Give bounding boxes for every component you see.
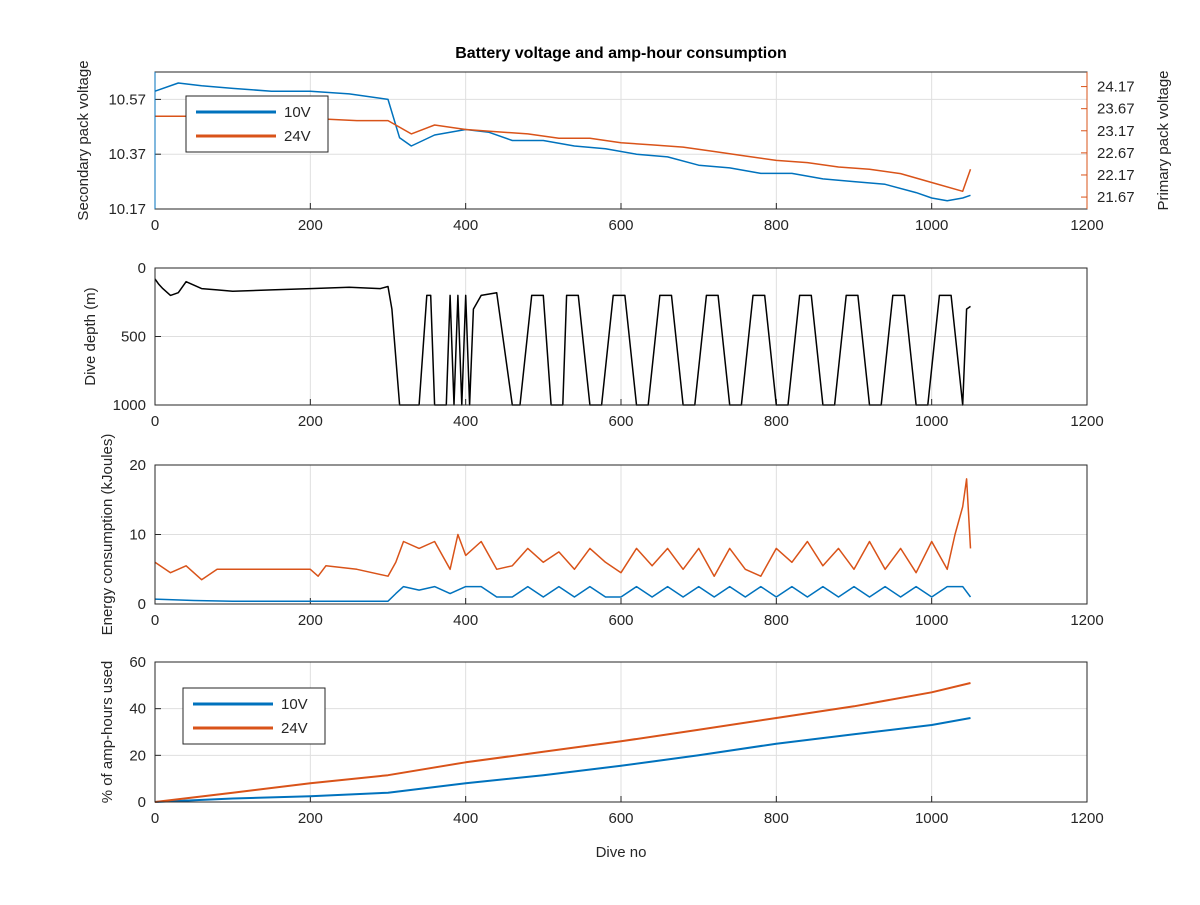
panels: 0 200 400 600 800 1000 120010.1710.3710.5721.6… bbox=[75, 60, 1172, 827]
y2-tick-label: 22.17 bbox=[1097, 167, 1135, 184]
x-tick-label: 400 bbox=[453, 217, 478, 234]
x-tick-label: 0 bbox=[151, 612, 159, 629]
y2-tick-label: 23.17 bbox=[1097, 123, 1135, 140]
x-tick-label: 600 bbox=[608, 217, 633, 234]
panel-amp-hours: 0 200 400 600 800 1000 1200 0 20 40 60 % of amp-hou… bbox=[99, 654, 1104, 827]
x-tick-label: 800 bbox=[764, 217, 789, 234]
y-tick-label: 0 bbox=[138, 596, 146, 613]
y-tick-label: 0 bbox=[138, 794, 146, 811]
y-axis-label: Dive depth (m) bbox=[82, 287, 99, 385]
axes-box bbox=[154, 267, 1088, 406]
y-axis-label: Secondary pack voltage bbox=[75, 60, 92, 220]
x-tick-label: 400 bbox=[453, 612, 478, 629]
x-tick-label: 1000 bbox=[915, 612, 948, 629]
y2-tick-label: 21.67 bbox=[1097, 189, 1135, 206]
y-tick-label: 10.37 bbox=[108, 146, 146, 163]
series-line-10V bbox=[154, 585, 972, 602]
series-line-depth bbox=[154, 278, 971, 406]
y-tick-label: 20 bbox=[129, 747, 146, 764]
x-tick-label: 1200 bbox=[1070, 217, 1103, 234]
x-tick-label: 800 bbox=[764, 810, 789, 827]
legend-label-10V: 10V bbox=[284, 104, 311, 121]
y-tick-label: 10 bbox=[129, 527, 146, 544]
y-axis-label: % of amp-hours used bbox=[99, 661, 116, 804]
x-tick-label: 1200 bbox=[1070, 810, 1103, 827]
y2-tick-label: 23.67 bbox=[1097, 101, 1135, 118]
x-tick-label: 1000 bbox=[915, 413, 948, 430]
y-tick-label: 500 bbox=[121, 329, 146, 346]
x-tick-label: 600 bbox=[608, 413, 633, 430]
x-tick-label: 0 bbox=[151, 217, 159, 234]
legend-label-24V: 24V bbox=[284, 128, 311, 145]
legend-label-10V: 10V bbox=[281, 696, 308, 713]
series-line-24V bbox=[154, 478, 972, 581]
x-tick-label: 0 bbox=[151, 413, 159, 430]
series-line-10V bbox=[154, 717, 971, 803]
series-line-10V bbox=[154, 82, 971, 202]
y-axis-label: Energy consumption (kJoules) bbox=[99, 434, 116, 636]
y-tick-label: 40 bbox=[129, 701, 146, 718]
y-tick-label: 1000 bbox=[113, 397, 146, 414]
panel-voltage: 0 200 400 600 800 1000 1200 10.17 10.37 10.57 21.6… bbox=[75, 60, 1172, 234]
y-tick-label: 0 bbox=[138, 260, 146, 277]
series-line-24V bbox=[155, 115, 972, 193]
y-tick-label: 10.57 bbox=[108, 91, 146, 108]
y2-tick-label: 22.67 bbox=[1097, 145, 1135, 162]
x-axis-label: Dive no bbox=[596, 844, 647, 861]
y-tick-label: 20 bbox=[129, 457, 146, 474]
x-tick-label: 400 bbox=[453, 413, 478, 430]
axes-box bbox=[154, 661, 1088, 803]
axes-box bbox=[154, 464, 1088, 605]
x-tick-label: 200 bbox=[298, 810, 323, 827]
x-tick-label: 1200 bbox=[1070, 612, 1103, 629]
series-line-24V bbox=[154, 682, 971, 803]
x-tick-label: 600 bbox=[608, 810, 633, 827]
y2-tick-label: 24.17 bbox=[1097, 79, 1135, 96]
panel-depth: 0 200 400 600 800 1000 1200 0 500 1000 Dive depth … bbox=[82, 260, 1104, 430]
x-tick-label: 800 bbox=[764, 413, 789, 430]
chart-title: Battery voltage and amp-hour consumption bbox=[455, 45, 787, 62]
x-tick-label: 1200 bbox=[1070, 413, 1103, 430]
x-tick-label: 0 bbox=[151, 810, 159, 827]
x-tick-label: 200 bbox=[298, 612, 323, 629]
x-tick-label: 600 bbox=[608, 612, 633, 629]
x-tick-label: 200 bbox=[298, 413, 323, 430]
legend-label-24V: 24V bbox=[281, 720, 308, 737]
x-tick-label: 800 bbox=[764, 612, 789, 629]
y2-axis-label: Primary pack voltage bbox=[1155, 70, 1172, 210]
x-tick-label: 1000 bbox=[915, 810, 948, 827]
x-tick-label: 200 bbox=[298, 217, 323, 234]
y-tick-label: 60 bbox=[129, 654, 146, 671]
legend-box bbox=[185, 95, 329, 153]
panel-energy: 0 200 400 600 800 1000 1200 0 10 20 Energy consump… bbox=[99, 434, 1104, 636]
legend-box bbox=[182, 687, 326, 745]
y-tick-label: 10.17 bbox=[108, 201, 146, 218]
x-tick-label: 400 bbox=[453, 810, 478, 827]
x-tick-label: 1000 bbox=[915, 217, 948, 234]
